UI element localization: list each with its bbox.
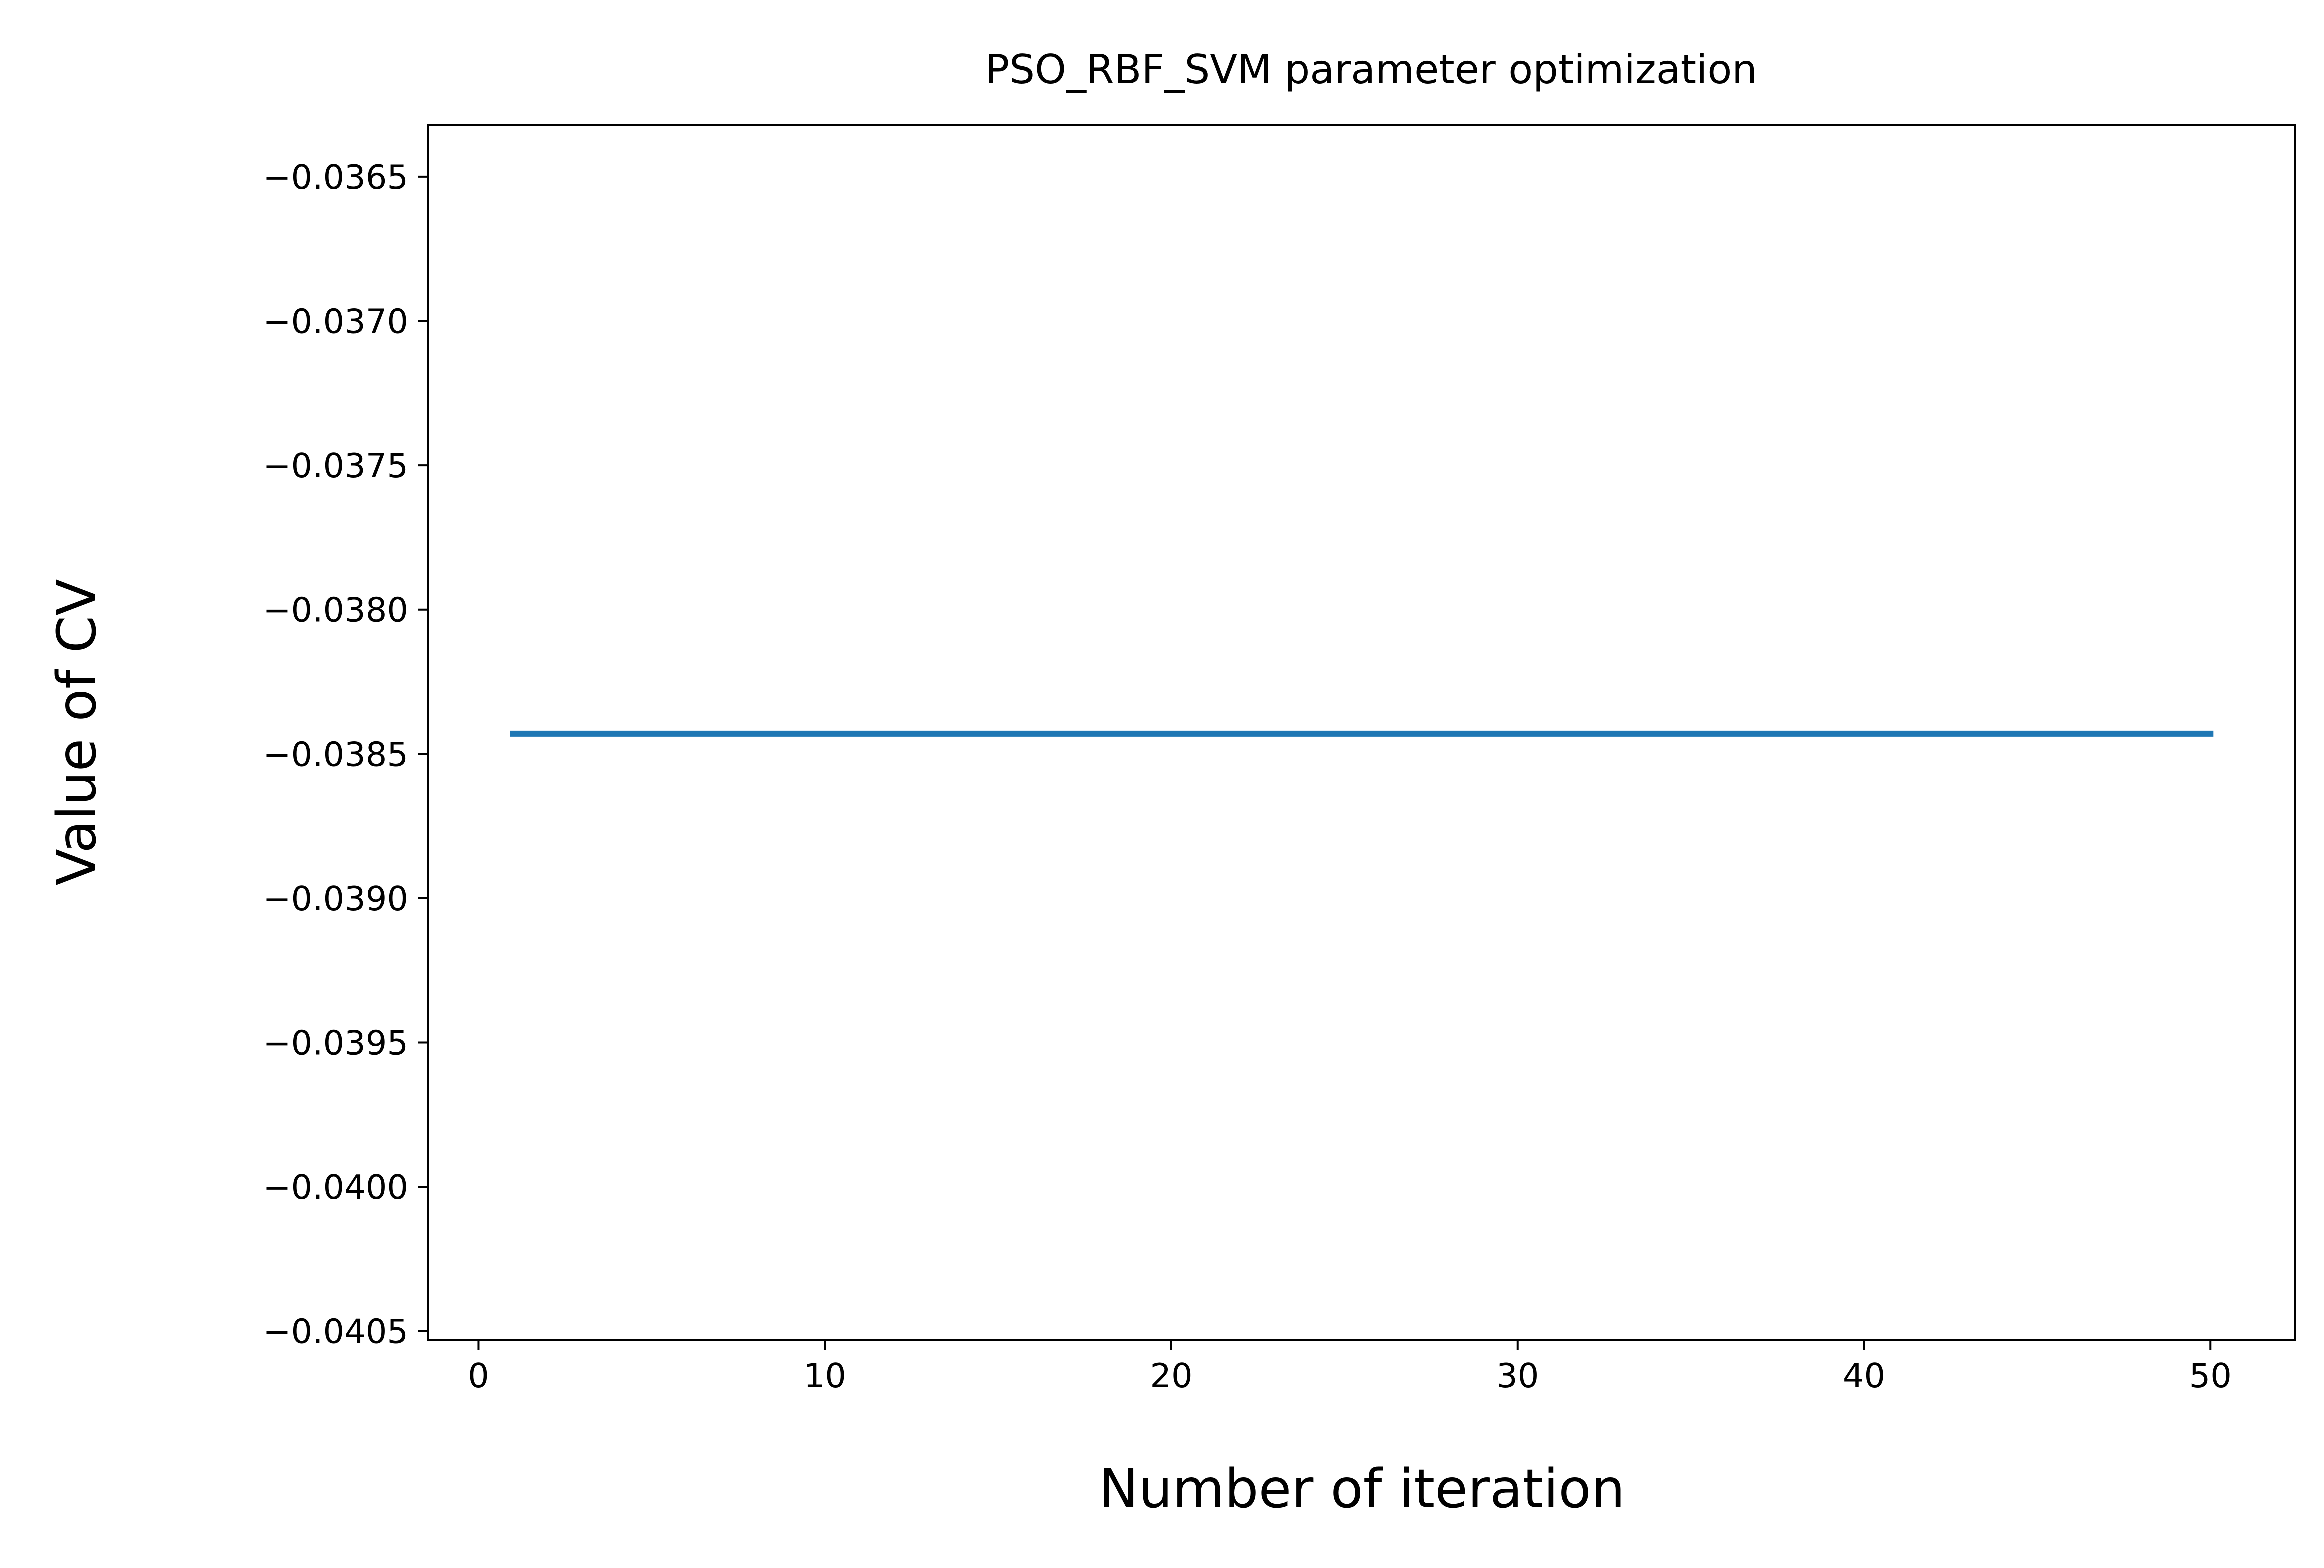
y-tick-label: −0.0375 [263,446,408,486]
y-tick-label: −0.0365 [263,158,408,197]
y-tick-label: −0.0380 [263,591,408,630]
x-tick-label: 10 [804,1356,846,1396]
y-axis-label: Value of CV [46,580,108,886]
x-tick-label: 20 [1150,1356,1192,1396]
chart-title: PSO_RBF_SVM parameter optimization [985,46,1757,93]
plot-frame [427,124,2296,1341]
x-axis-label: Number of iteration [1098,1458,1625,1520]
y-axis: −0.0365 −0.0370 −0.0375 −0.0380 −0.0385 −0.03… [263,158,428,1352]
y-tick-label: −0.0385 [263,735,408,774]
y-tick-label: −0.0405 [263,1312,408,1352]
x-tick-label: 40 [1843,1356,1885,1396]
x-tick-label: 0 [468,1356,489,1396]
y-tick-label: −0.0400 [263,1168,408,1207]
x-tick-label: 30 [1496,1356,1539,1396]
y-tick-label: −0.0395 [263,1024,408,1062]
y-tick-label: −0.0390 [263,880,408,918]
x-tick-label: 50 [2189,1356,2232,1396]
plot-area [427,124,2296,1341]
x-axis: 0 10 20 30 40 50 [468,1340,2232,1396]
y-tick-label: −0.0370 [263,302,408,341]
